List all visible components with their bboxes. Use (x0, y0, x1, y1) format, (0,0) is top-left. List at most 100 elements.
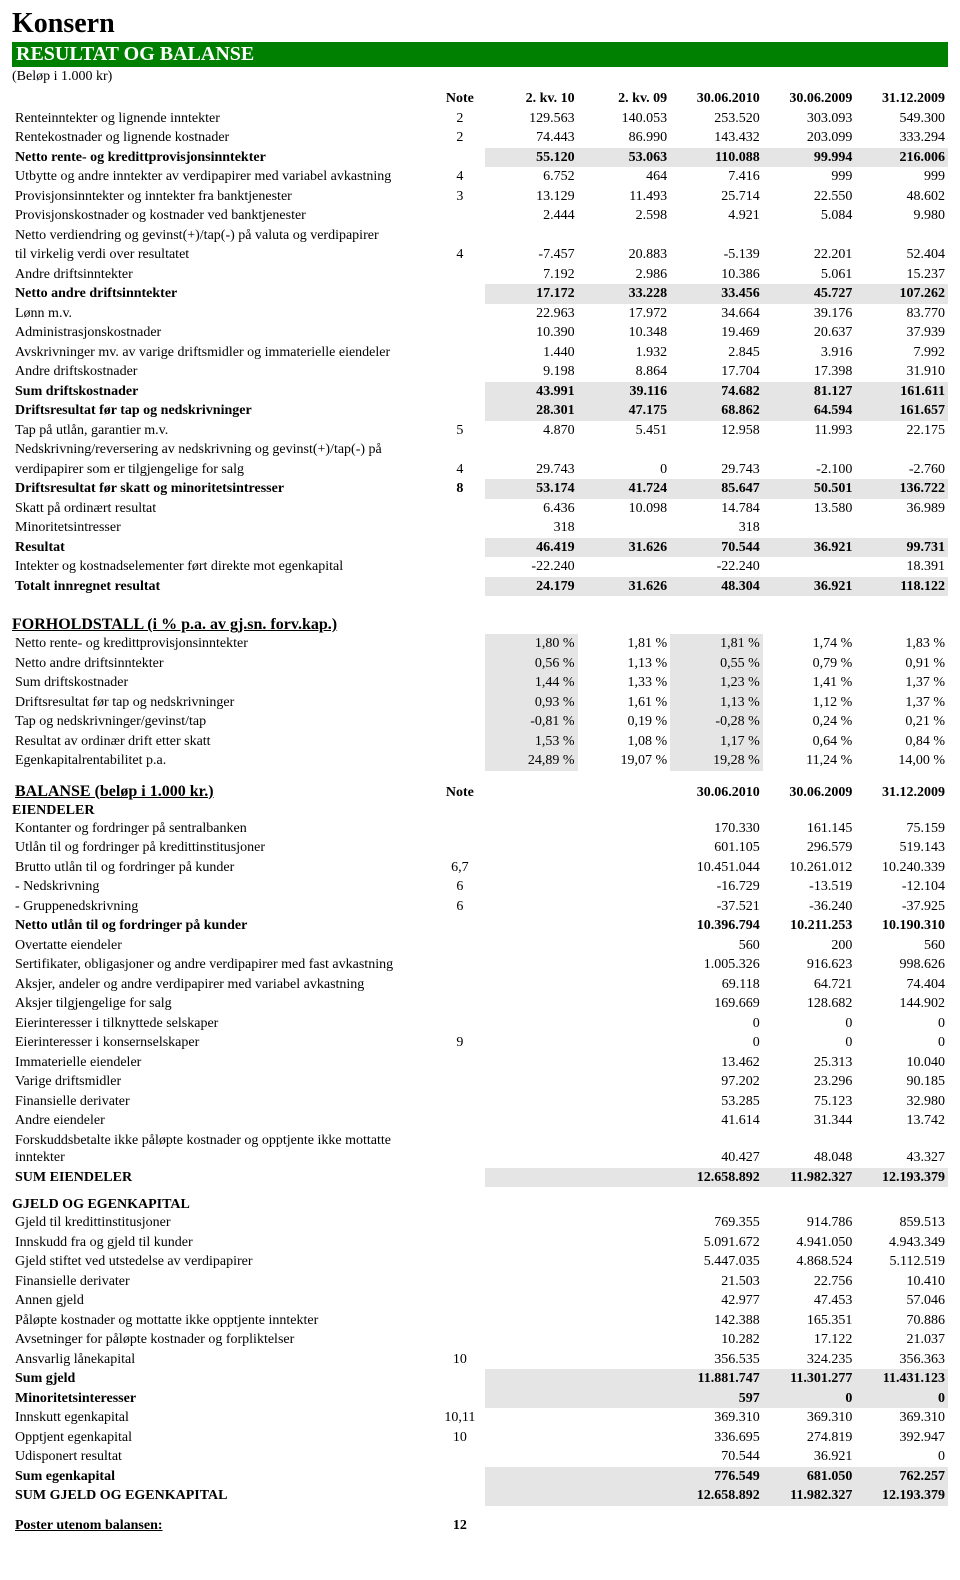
table-row: Eierinteresser i tilknyttede selskaper00… (12, 1014, 948, 1034)
row-value: 81.127 (763, 382, 856, 402)
row-value: 53.063 (578, 148, 671, 168)
row-value (485, 1233, 578, 1253)
row-note (435, 1131, 485, 1168)
row-value (578, 1272, 671, 1292)
row-value: 47.453 (763, 1291, 856, 1311)
row-value: 161.611 (855, 382, 948, 402)
row-note: 8 (435, 479, 485, 499)
row-value: 0,64 % (763, 732, 856, 752)
row-value: 0 (855, 1389, 948, 1409)
row-note (435, 1014, 485, 1034)
table-row: Immaterielle eiendeler13.46225.31310.040 (12, 1053, 948, 1073)
row-value: 25.313 (763, 1053, 856, 1073)
table-row: Ansvarlig lånekapital10356.535324.235356… (12, 1350, 948, 1370)
row-value: 1,74 % (763, 634, 856, 654)
row-value: 10.240.339 (855, 858, 948, 878)
table-row: Intekter og kostnadselementer ført direk… (12, 557, 948, 577)
table-row: Sum egenkapital776.549681.050762.257 (12, 1467, 948, 1487)
row-value: 369.310 (855, 1408, 948, 1428)
row-value: 8.864 (578, 362, 671, 382)
row-value (485, 1131, 578, 1168)
row-value (485, 1111, 578, 1131)
table-row: Gjeld til kredittinstitusjoner769.355914… (12, 1213, 948, 1233)
row-value: -37.925 (855, 897, 948, 917)
row-label: Resultat av ordinær drift etter skatt (12, 732, 435, 752)
table-row: Andre driftsinntekter7.1922.98610.3865.0… (12, 265, 948, 285)
row-value: 1,53 % (485, 732, 578, 752)
row-value: 74.404 (855, 975, 948, 995)
table-row: Tap og nedskrivninger/gevinst/tap-0,81 %… (12, 712, 948, 732)
row-value: 64.721 (763, 975, 856, 995)
table-row: Netto verdiendring og gevinst(+)/tap(-) … (12, 226, 948, 246)
row-value: 43.991 (485, 382, 578, 402)
row-note (435, 838, 485, 858)
row-value: 33.228 (578, 284, 671, 304)
row-note: 4 (435, 245, 485, 265)
row-label: Netto andre driftsinntekter (12, 654, 435, 674)
row-note (435, 401, 485, 421)
row-value: 33.456 (670, 284, 763, 304)
row-value: 19.469 (670, 323, 763, 343)
row-value: 21.037 (855, 1330, 948, 1350)
header-col (485, 781, 578, 803)
row-value (485, 1014, 578, 1034)
row-label: Eierinteresser i tilknyttede selskaper (12, 1014, 435, 1034)
row-value (578, 1291, 671, 1311)
row-value: 36.921 (763, 538, 856, 558)
row-label: Sum gjeld (12, 1369, 435, 1389)
row-note: 10 (435, 1350, 485, 1370)
row-value: 11.431.123 (855, 1369, 948, 1389)
row-value: 74.682 (670, 382, 763, 402)
row-value: 85.647 (670, 479, 763, 499)
row-label: SUM EIENDELER (12, 1168, 435, 1188)
row-value (485, 1092, 578, 1112)
row-value: 161.657 (855, 401, 948, 421)
row-note (435, 975, 485, 995)
row-value: -7.457 (485, 245, 578, 265)
row-value: 46.419 (485, 538, 578, 558)
row-note (435, 936, 485, 956)
row-value: 64.594 (763, 401, 856, 421)
table-row: Annen gjeld42.97747.45357.046 (12, 1291, 948, 1311)
row-value (578, 819, 671, 839)
table-row: Utlån til og fordringer på kredittinstit… (12, 838, 948, 858)
table-row: Netto andre driftsinntekter0,56 %1,13 %0… (12, 654, 948, 674)
row-value: 1.440 (485, 343, 578, 363)
eiendeler-heading: EIENDELER (12, 803, 948, 819)
row-value: 2.845 (670, 343, 763, 363)
row-value: 5.061 (763, 265, 856, 285)
row-value: 464 (578, 167, 671, 187)
table-row: - Gruppenedskrivning6-37.521-36.240-37.9… (12, 897, 948, 917)
row-value: 999 (855, 167, 948, 187)
row-label: Andre driftsinntekter (12, 265, 435, 285)
row-label: Driftsresultat før tap og nedskrivninger (12, 401, 435, 421)
row-value: 11.982.327 (763, 1168, 856, 1188)
row-value: 70.544 (670, 538, 763, 558)
row-value: 36.921 (763, 1447, 856, 1467)
row-value: 274.819 (763, 1428, 856, 1448)
row-value (763, 518, 856, 538)
row-value: 0,56 % (485, 654, 578, 674)
row-value (670, 440, 763, 460)
row-value: 333.294 (855, 128, 948, 148)
row-value (485, 858, 578, 878)
row-value: -16.729 (670, 877, 763, 897)
row-value: 1,81 % (670, 634, 763, 654)
row-label: Tap og nedskrivninger/gevinst/tap (12, 712, 435, 732)
table-row: Eierinteresser i konsernselskaper9000 (12, 1033, 948, 1053)
row-value: 53.285 (670, 1092, 763, 1112)
row-value (578, 897, 671, 917)
row-label: Totalt innregnet resultat (12, 577, 435, 597)
row-value: 5.451 (578, 421, 671, 441)
row-value (485, 1252, 578, 1272)
row-value: 55.120 (485, 148, 578, 168)
row-note (435, 284, 485, 304)
table-row: Innskudd fra og gjeld til kunder5.091.67… (12, 1233, 948, 1253)
table-row: Avskrivninger mv. av varige driftsmidler… (12, 343, 948, 363)
row-value (578, 1213, 671, 1233)
balanse-title: BALANSE (beløp i 1.000 kr.) (15, 783, 214, 800)
row-value (485, 226, 578, 246)
row-value: 110.088 (670, 148, 763, 168)
header-col: 2. kv. 10 (485, 89, 578, 109)
row-note (435, 1291, 485, 1311)
